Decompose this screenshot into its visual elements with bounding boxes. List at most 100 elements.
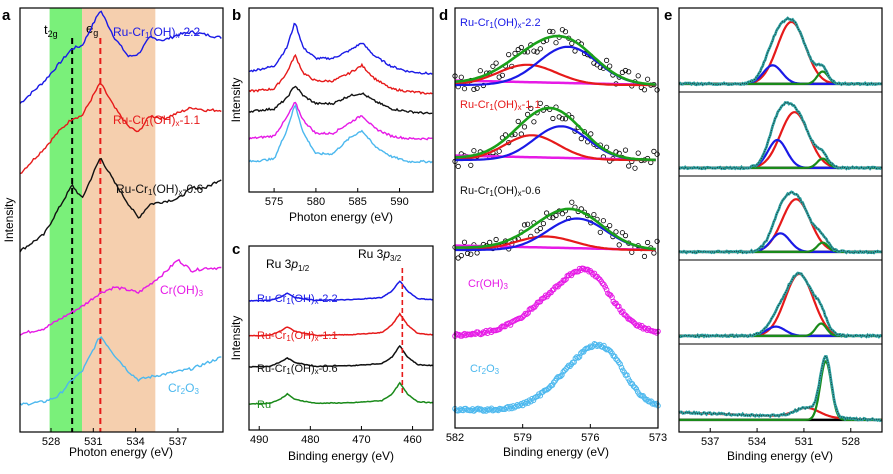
b-axes-frame xyxy=(248,7,434,193)
d-label-series-1: Ru-Cr1(OH)x-1.1 xyxy=(460,99,541,112)
t2g-band xyxy=(49,8,83,432)
d-tick-label-579: 579 xyxy=(513,432,531,444)
b-xlabel: Photon energy (eV) xyxy=(289,210,393,224)
e-tick-label-531: 531 xyxy=(795,436,813,448)
d-data-point xyxy=(474,250,480,256)
d-data-point xyxy=(518,44,524,51)
d-data-point xyxy=(619,230,626,236)
d-tick-label-582: 582 xyxy=(446,432,464,444)
d-data-point xyxy=(641,87,648,93)
d-data-point xyxy=(562,29,569,35)
d-data-point xyxy=(613,356,619,362)
d-data-point xyxy=(553,212,559,219)
d-data-point xyxy=(477,68,483,74)
d-data-point xyxy=(461,239,468,245)
d-data-point xyxy=(458,74,464,80)
b-tick-label-590: 590 xyxy=(390,196,408,208)
d-data-point xyxy=(654,87,660,93)
d-data-point xyxy=(644,239,651,246)
d-data-point xyxy=(569,199,575,205)
d-label-series-3: Cr(OH)3 xyxy=(468,278,508,291)
c-label-series-3: Ru xyxy=(257,399,271,411)
d-data-point xyxy=(578,350,584,356)
d-data-point xyxy=(482,407,488,413)
d-data-point xyxy=(464,250,471,256)
a-label-series-1: Ru-Cr1(OH)x-1.1 xyxy=(113,113,200,128)
d-data-point xyxy=(458,253,464,259)
e-fit-blue-0 xyxy=(679,64,882,85)
d-data-point xyxy=(490,63,496,69)
c-xlabel: Binding energy (eV) xyxy=(288,449,394,463)
d-data-point xyxy=(626,69,632,75)
a-label-series-4: Cr2O3 xyxy=(168,381,199,396)
a-xlabel: Photon energy (eV) xyxy=(69,445,173,459)
d-data-point xyxy=(641,253,648,259)
b-series-4 xyxy=(248,103,433,164)
d-data-point xyxy=(456,331,462,338)
b-series-2 xyxy=(248,85,433,115)
a-axes-frame xyxy=(19,7,224,433)
d-data-point xyxy=(531,119,537,125)
d-data-point xyxy=(602,284,609,290)
a-series-2 xyxy=(19,157,222,253)
d-data-point xyxy=(616,303,622,310)
panel-label-e: e xyxy=(664,7,672,24)
d-data-point xyxy=(601,342,607,349)
d-data-point xyxy=(559,211,566,217)
panel-d: Ru-Cr1(OH)x-2.2 Ru-Cr1(OH)x-1.1 Ru-Cr1(O… xyxy=(446,7,667,459)
d-data-point xyxy=(651,400,657,407)
e-fit-red-0 xyxy=(679,20,882,85)
panel-label-d: d xyxy=(439,7,448,24)
b-tick-label-575: 575 xyxy=(265,196,283,208)
e-data-3 xyxy=(678,272,882,338)
d-data-point xyxy=(562,116,569,122)
d-data-point xyxy=(607,63,613,69)
d-data-point xyxy=(591,270,598,277)
d-data-point xyxy=(468,162,474,168)
d-fit-red-1 xyxy=(454,134,656,162)
d-data-point xyxy=(632,165,638,171)
a-series-3 xyxy=(19,258,222,336)
c-tick-label-490: 490 xyxy=(250,434,268,446)
d-fit-envelope-1 xyxy=(454,106,656,162)
a-series-4 xyxy=(19,335,222,406)
e-fit-blue-1 xyxy=(679,138,882,169)
a-tick-label-537: 537 xyxy=(169,436,187,448)
d-data-point xyxy=(455,163,461,169)
d-data-point xyxy=(651,148,657,154)
e-tick-label-528: 528 xyxy=(842,436,860,448)
panel-c: Ru 3p1/2 Ru 3p3/2 Ru-Cr1(OH)x-2.2 Ru-Cr1… xyxy=(229,245,434,463)
d-data-point xyxy=(613,300,619,307)
d-data-point xyxy=(537,392,544,399)
d-data-point xyxy=(559,116,566,122)
panel-label-c: c xyxy=(232,241,240,258)
d-data-point xyxy=(493,236,499,243)
e-axes-frame xyxy=(678,7,883,433)
d-data-point xyxy=(653,330,660,336)
a-label-series-0: Ru-Cr1(OH)x-2.2 xyxy=(113,25,200,40)
c-label-series-2: Ru-Cr1(OH)x-0.6 xyxy=(257,363,338,376)
d-data-point xyxy=(553,40,559,46)
d-label-series-4: Cr2O3 xyxy=(470,363,500,376)
c-tick-label-470: 470 xyxy=(352,434,370,446)
d-data-point xyxy=(575,268,582,275)
d-data-point xyxy=(617,361,623,367)
a-series-0 xyxy=(19,10,222,104)
d-data-point xyxy=(624,372,630,378)
d-data-point xyxy=(521,124,528,130)
d-data-point xyxy=(455,255,461,261)
d-data-point xyxy=(528,105,534,112)
d-data-point xyxy=(622,312,629,319)
d-data-point xyxy=(549,382,556,388)
e-fit-envelope-0 xyxy=(678,16,882,87)
c-series-3 xyxy=(249,381,434,405)
d-data-point xyxy=(606,347,613,354)
d-data-point xyxy=(575,355,582,361)
d-data-point xyxy=(644,76,651,82)
d-data-point xyxy=(456,407,462,414)
d-data-point xyxy=(507,322,514,328)
c-label-series-0: Ru-Cr1(OH)x-2.2 xyxy=(257,293,338,306)
d-label-series-2: Ru-Cr1(OH)x-0.6 xyxy=(460,185,541,198)
d-data-point xyxy=(565,272,572,279)
